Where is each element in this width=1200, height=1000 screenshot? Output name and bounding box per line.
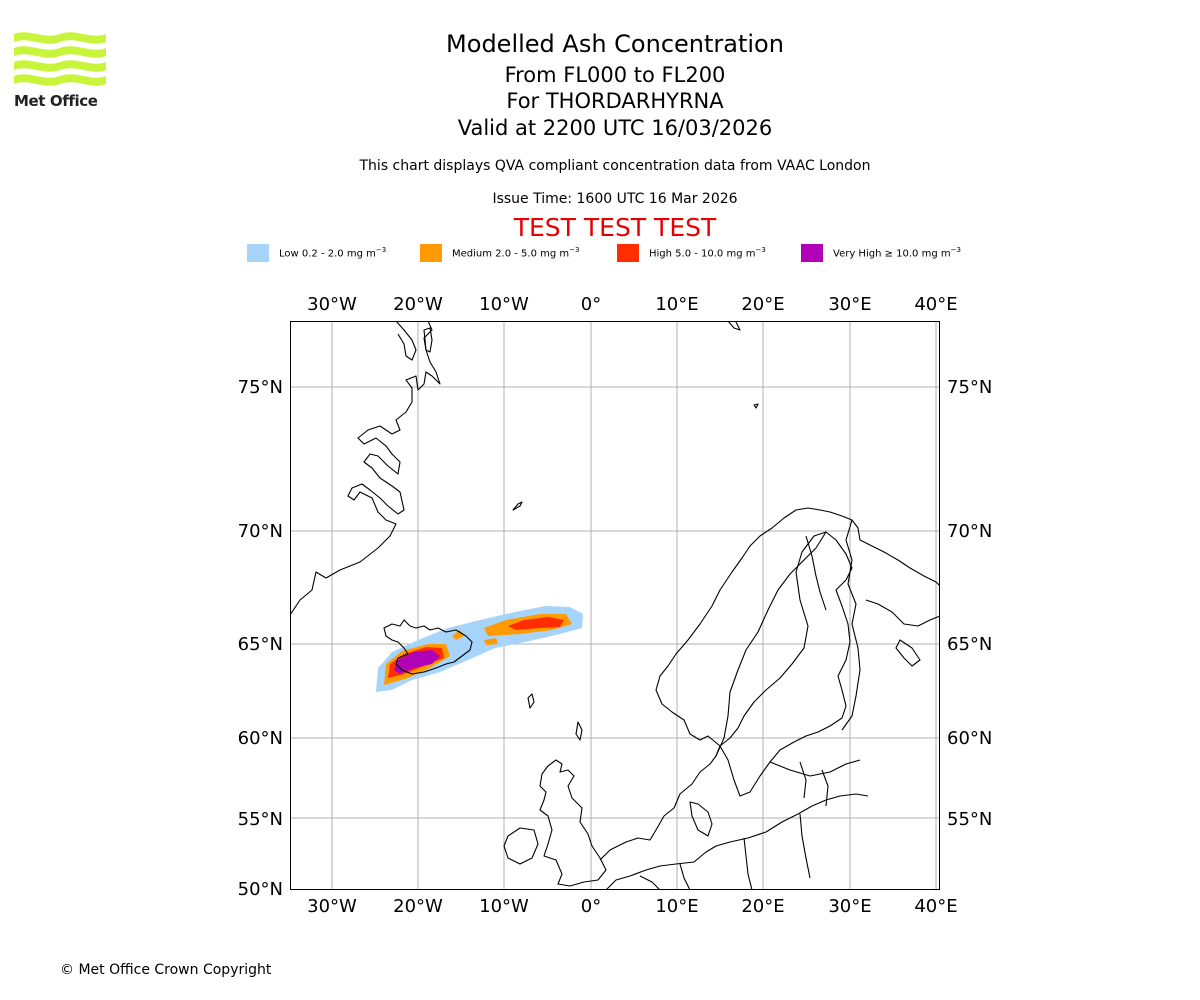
legend-item-high: High 5.0 - 10.0 mg m−3 bbox=[617, 243, 766, 263]
legend-swatch-medium bbox=[420, 244, 442, 262]
ash-medium-patch-2 bbox=[484, 638, 498, 645]
lon-label-bottom: 30°E bbox=[828, 896, 871, 917]
legend-swatch-low bbox=[247, 244, 269, 262]
legend-label-high: High 5.0 - 10.0 mg m bbox=[649, 248, 756, 260]
border-france-benelux bbox=[639, 863, 691, 890]
lat-label-left: 70°N bbox=[238, 521, 283, 542]
lat-label-right: 65°N bbox=[947, 634, 992, 655]
lat-labels-right: 75°N 70°N 65°N 60°N 55°N bbox=[947, 377, 992, 830]
ash-high-region-east bbox=[508, 617, 564, 630]
legend-item-very-high: Very High ≥ 10.0 mg m−3 bbox=[801, 243, 961, 263]
lon-label-bottom: 20°E bbox=[741, 896, 784, 917]
legend-item-low: Low 0.2 - 2.0 mg m−3 bbox=[247, 243, 386, 263]
coastlines bbox=[290, 321, 940, 890]
coast-north-europe bbox=[605, 793, 869, 890]
coast-svalbard bbox=[727, 321, 741, 331]
coast-scandinavia bbox=[599, 507, 940, 861]
map-frame bbox=[290, 321, 940, 890]
coast-ireland bbox=[503, 827, 539, 865]
lon-labels-bottom: 30°W 20°W 10°W 0° 10°E 20°E 30°E 40°E bbox=[307, 896, 957, 917]
border-norway-sweden bbox=[715, 531, 827, 757]
lat-label-left: 50°N bbox=[238, 879, 283, 900]
coast-greenland-island bbox=[423, 327, 433, 353]
border-sweden-finland bbox=[805, 535, 827, 611]
lon-label-bottom: 10°W bbox=[479, 896, 529, 917]
lon-label-top: 20°W bbox=[393, 294, 443, 315]
test-banner: TEST TEST TEST bbox=[513, 213, 717, 242]
ash-plume bbox=[376, 606, 583, 692]
lon-labels-top: 30°W 20°W 10°W 0° 10°E 20°E 30°E 40°E bbox=[307, 294, 957, 315]
lon-label-bottom: 10°E bbox=[655, 896, 698, 917]
lon-label-bottom: 20°W bbox=[393, 896, 443, 917]
lon-label-bottom: 0° bbox=[581, 896, 601, 917]
lon-label-bottom: 40°E bbox=[914, 896, 957, 917]
border-finland-russia bbox=[841, 519, 861, 731]
legend-label-very-high: Very High ≥ 10.0 mg m bbox=[833, 248, 951, 260]
lat-label-left: 75°N bbox=[238, 377, 283, 398]
lat-label-left: 65°N bbox=[238, 634, 283, 655]
lon-label-top: 30°W bbox=[307, 294, 357, 315]
legend-label-low: Low 0.2 - 2.0 mg m bbox=[279, 248, 376, 260]
legend-unit-low: −3 bbox=[375, 246, 387, 255]
lat-label-left: 55°N bbox=[238, 809, 283, 830]
valid-time: Valid at 2200 UTC 16/03/2026 bbox=[457, 116, 773, 140]
coast-greenland-fjord bbox=[395, 321, 417, 361]
coast-kola bbox=[865, 599, 940, 667]
lat-labels-left: 75°N 70°N 65°N 60°N 55°N 50°N bbox=[238, 377, 283, 900]
lat-label-right: 75°N bbox=[947, 377, 992, 398]
lon-label-top: 30°E bbox=[828, 294, 871, 315]
copyright: © Met Office Crown Copyright bbox=[60, 962, 272, 978]
coast-shetland bbox=[575, 721, 583, 741]
lon-label-top: 20°E bbox=[741, 294, 784, 315]
legend-swatch-high bbox=[617, 244, 639, 262]
chart-description: This chart displays QVA compliant concen… bbox=[359, 158, 871, 174]
lon-label-top: 10°E bbox=[655, 294, 698, 315]
legend-swatch-very-high bbox=[801, 244, 823, 262]
coast-bear-island bbox=[753, 403, 759, 409]
ash-very-high-region bbox=[394, 650, 440, 674]
lat-label-right: 60°N bbox=[947, 728, 992, 749]
lon-label-bottom: 30°W bbox=[307, 896, 357, 917]
legend-item-medium: Medium 2.0 - 5.0 mg m−3 bbox=[420, 243, 579, 263]
legend-label-medium: Medium 2.0 - 5.0 mg m bbox=[452, 248, 570, 260]
coast-britain bbox=[539, 759, 607, 887]
lon-label-top: 40°E bbox=[914, 294, 957, 315]
flight-levels: From FL000 to FL200 bbox=[504, 63, 726, 87]
graticule bbox=[290, 321, 940, 890]
border-germany-poland bbox=[743, 813, 811, 890]
legend-unit-medium: −3 bbox=[569, 246, 580, 255]
lon-label-top: 10°W bbox=[479, 294, 529, 315]
volcano-name: For THORDARHYRNA bbox=[506, 89, 724, 113]
lon-label-top: 0° bbox=[581, 294, 601, 315]
coast-denmark bbox=[689, 801, 713, 837]
issue-time: Issue Time: 1600 UTC 16 Mar 2026 bbox=[492, 191, 738, 207]
coast-faroe bbox=[527, 693, 535, 709]
coast-baltic-west bbox=[719, 531, 853, 797]
lat-label-right: 55°N bbox=[947, 809, 992, 830]
chart-title: Modelled Ash Concentration bbox=[446, 30, 784, 58]
legend: Low 0.2 - 2.0 mg m−3 Medium 2.0 - 5.0 mg… bbox=[247, 243, 1007, 265]
coast-iceland bbox=[383, 619, 473, 675]
lat-label-right: 70°N bbox=[947, 521, 992, 542]
border-baltics bbox=[799, 761, 829, 807]
coast-finland-gulf bbox=[769, 759, 861, 777]
coast-greenland bbox=[290, 321, 441, 616]
lat-label-left: 60°N bbox=[238, 728, 283, 749]
legend-unit-very-high: −3 bbox=[950, 246, 961, 255]
coast-jan-mayen bbox=[512, 501, 523, 511]
legend-unit-high: −3 bbox=[755, 246, 766, 255]
logo-brand-text: Met Office bbox=[14, 92, 98, 110]
met-office-wave-icon bbox=[14, 32, 106, 86]
met-office-logo: Met Office bbox=[14, 30, 106, 110]
